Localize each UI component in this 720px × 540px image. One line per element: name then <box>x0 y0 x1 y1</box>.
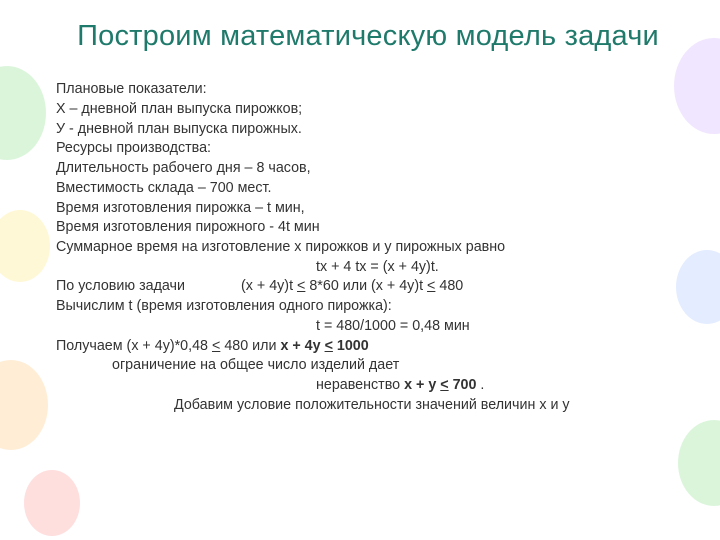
line-time-pirozhnoe: Время изготовления пирожного - 4t мин <box>56 218 680 238</box>
dot: . <box>476 377 484 393</box>
line-time-pirozhok: Время изготовления пирожка – t мин, <box>56 199 680 219</box>
slide-title: Построим математическую модель задачи <box>56 18 680 54</box>
t-min: t мин <box>267 200 301 216</box>
line-positivity: Добавим условие положительности значений… <box>56 396 680 416</box>
line-condition: По условию задачи (x + 4y)t < 8*60 или (x… <box>56 277 680 297</box>
line-calc-t: Вычислим t (время изготовления одного пи… <box>56 297 680 317</box>
txt: Время изготовления пирожка – <box>56 200 267 216</box>
line-constraint: ограничение на общее число изделий дает <box>56 356 680 376</box>
line-total-time: Суммарное время на изготовление х пирожк… <box>56 238 680 258</box>
line-inequality2: неравенство x + y < 700 . <box>56 376 680 396</box>
txt: неравенство <box>316 377 404 393</box>
line-plan-header: Плановые показатели: <box>56 80 680 100</box>
ineq2-bold: x + y < 700 <box>404 377 476 393</box>
line-formula-tx: tx + 4 tx = (x + 4y)t. <box>56 258 680 278</box>
line-result: Получаем (x + 4y)*0,48 < 480 или x + 4y … <box>56 337 680 357</box>
line-resources: Ресурсы производства: <box>56 139 680 159</box>
slide-content: Построим математическую модель задачи Пл… <box>0 0 720 540</box>
line-t-value: t = 480/1000 = 0,48 мин <box>56 317 680 337</box>
ineq1: (x + 4y)t < 8*60 или (x + 4y)t < 480 <box>241 278 463 294</box>
line-y-def: У - дневной план выпуска пирожных. <box>56 120 680 140</box>
res-bold: x + 4y < 1000 <box>280 338 368 354</box>
slide-body: Плановые показатели: Х – дневной план вы… <box>56 80 680 415</box>
4t-min: 4t мин <box>278 219 320 235</box>
line-storage: Вместимость склада – 700 мест. <box>56 179 680 199</box>
txt: По условию задачи <box>56 278 185 294</box>
comma: , <box>301 200 305 216</box>
txt: Время изготовления пирожного - <box>56 219 278 235</box>
line-x-def: Х – дневной план выпуска пирожков; <box>56 100 680 120</box>
res1: Получаем (x + 4y)*0,48 < 480 или <box>56 338 280 354</box>
line-workday: Длительность рабочего дня – 8 часов, <box>56 159 680 179</box>
